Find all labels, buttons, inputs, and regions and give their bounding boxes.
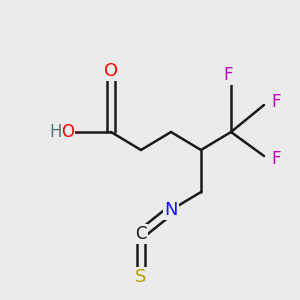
Text: H: H [49, 123, 61, 141]
Text: F: F [271, 93, 281, 111]
Text: F: F [271, 150, 281, 168]
Text: C: C [135, 225, 147, 243]
Text: F: F [223, 66, 233, 84]
Text: N: N [164, 201, 178, 219]
Text: O: O [61, 123, 74, 141]
Text: S: S [135, 268, 147, 286]
Text: O: O [104, 61, 118, 80]
